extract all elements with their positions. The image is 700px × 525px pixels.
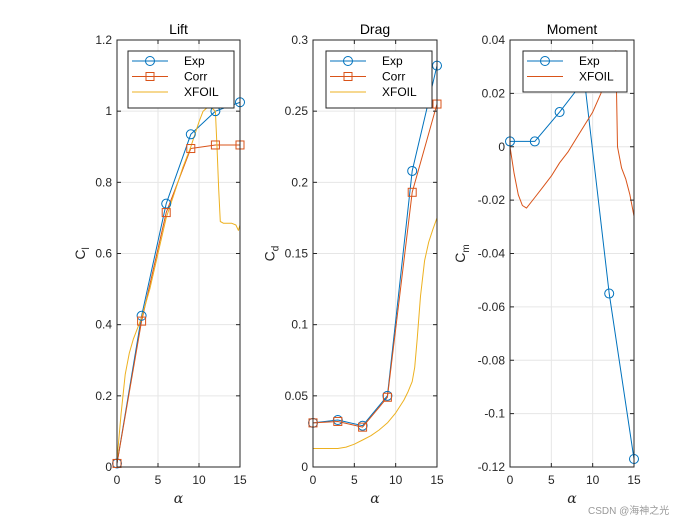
- subplot-drag: 0 5 10 15 0 0.05 0.1 0.15 0.2 0.25 0.3 Drag α Cd Exp Co…: [262, 21, 444, 507]
- legend-label-exp: Exp: [579, 54, 600, 68]
- y-tick-label: 0.04: [482, 33, 506, 47]
- y-tick-label: 0: [301, 460, 308, 474]
- legend-box: [522, 50, 628, 93]
- data-point-corr: [382, 392, 392, 402]
- legend-label-xfoil: XFOIL: [382, 85, 417, 99]
- y-tick-label: 0.2: [95, 389, 112, 403]
- x-tick-label: 0: [507, 473, 514, 487]
- y-tick-label: -0.04: [478, 247, 506, 261]
- data-point-exp: [529, 136, 540, 147]
- y-tick-label: 0: [105, 460, 112, 474]
- data-point-corr: [210, 140, 220, 150]
- data-point-corr: [333, 416, 343, 426]
- legend-label-corr: Corr: [184, 70, 207, 84]
- y-axis-label: Cm: [452, 244, 472, 262]
- data-point-corr: [161, 208, 171, 218]
- y-tick-label: 0.4: [95, 318, 112, 332]
- y-axis-label-subscript: m: [461, 244, 472, 252]
- series-line-xfoil: [510, 50, 634, 217]
- subplot-lift: 0 5 10 15 0 0.2 0.4 0.6 0.8 1 1.2 Lift α Cl Exp CorrXFO…: [72, 21, 247, 507]
- y-tick-label: 0.15: [285, 247, 309, 261]
- legend-marker-corr: [343, 72, 353, 81]
- legend-marker-exp: [343, 56, 353, 66]
- x-tick-label: 5: [155, 473, 162, 487]
- y-axis-label-subscript: d: [271, 246, 282, 252]
- legend-label-exp: Exp: [184, 54, 205, 68]
- legend-marker-corr: [145, 72, 155, 81]
- data-point-corr: [407, 187, 417, 197]
- y-tick-label: 0.1: [291, 318, 308, 332]
- legend-box: [325, 50, 433, 109]
- watermark: CSDN @海神之光: [588, 504, 669, 517]
- x-tick-label: 0: [114, 473, 121, 487]
- legend-marker-exp: [540, 56, 550, 66]
- data-point-exp: [136, 310, 147, 321]
- x-tick-label: 0: [310, 473, 317, 487]
- series-line-xfoil: [117, 107, 240, 460]
- x-tick-label: 10: [389, 473, 403, 487]
- chart-title: Drag: [360, 21, 390, 37]
- data-point-exp: [407, 165, 418, 176]
- y-tick-label: 0: [498, 140, 505, 154]
- y-tick-label: 0.02: [482, 86, 506, 100]
- x-axis-label: α: [174, 491, 184, 507]
- data-point-corr: [186, 144, 196, 154]
- x-tick-label: 5: [548, 473, 555, 487]
- y-axis-label-main: C: [72, 250, 88, 260]
- y-tick-label: 0.25: [285, 104, 309, 118]
- y-tick-label: -0.1: [484, 407, 505, 421]
- x-tick-label: 10: [586, 473, 600, 487]
- data-point-exp: [554, 107, 565, 118]
- legend: Exp XFOIL: [522, 50, 628, 93]
- legend-label-xfoil: XFOIL: [184, 85, 219, 99]
- y-axis-label-main: C: [262, 251, 278, 261]
- chart-title: Lift: [169, 21, 188, 37]
- y-tick-label: 0.8: [95, 175, 112, 189]
- x-tick-label: 15: [430, 473, 444, 487]
- legend-box: [127, 50, 235, 109]
- x-tick-label: 10: [192, 473, 206, 487]
- y-tick-label: 1.2: [95, 33, 112, 47]
- data-point-corr: [358, 422, 368, 432]
- x-axis-label: α: [370, 491, 380, 507]
- y-axis-label-main: C: [452, 253, 468, 263]
- legend-label-corr: Corr: [382, 70, 405, 84]
- y-tick-label: -0.08: [478, 353, 506, 367]
- legend-marker-exp: [145, 56, 155, 66]
- y-tick-label: 0.2: [291, 175, 308, 189]
- y-tick-label: 1: [105, 104, 112, 118]
- y-tick-label: -0.12: [478, 460, 506, 474]
- subplots: 0 5 10 1500.20.40.60.811.2LiftαClExpCorrXFO…: [72, 21, 641, 507]
- data-point-corr: [137, 316, 147, 326]
- x-tick-label: 15: [627, 473, 641, 487]
- y-axis-label: Cd: [262, 246, 282, 262]
- subplot-moment: 0 5 10 15 -0.12 -0.1 -0.08 -0.06 -0.04 -0.02 0 0.02…: [452, 21, 641, 507]
- y-axis-label: Cl: [72, 247, 92, 259]
- x-axis-label: α: [567, 491, 577, 507]
- data-point-exp: [185, 129, 196, 140]
- legend-label-xfoil: XFOIL: [579, 70, 614, 84]
- y-tick-label: 0.6: [95, 247, 112, 261]
- chart-title: Moment: [547, 21, 598, 37]
- x-tick-label: 15: [233, 473, 247, 487]
- y-axis-label-subscript: l: [81, 247, 92, 249]
- y-tick-label: -0.06: [478, 300, 506, 314]
- legend-label-exp: Exp: [382, 54, 403, 68]
- y-tick-label: 0.05: [285, 389, 309, 403]
- y-tick-label: -0.02: [478, 193, 506, 207]
- x-tick-label: 5: [351, 473, 358, 487]
- series-line-xfoil: [313, 217, 437, 449]
- y-tick-label: 0.3: [291, 33, 308, 47]
- data-point-exp: [604, 288, 615, 299]
